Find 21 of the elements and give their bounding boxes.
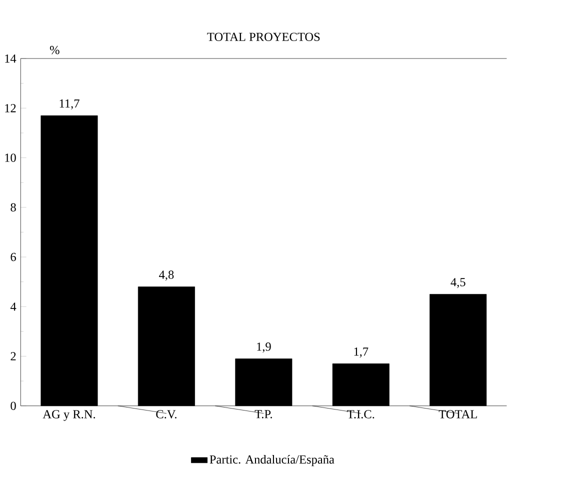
x-tick-label: T.I.C. (347, 410, 374, 419)
y-tick-label: 12 (5, 104, 16, 112)
data-label: 1,7 (354, 348, 368, 358)
data-label: 1,9 (257, 342, 271, 353)
y-tick-label: 14 (5, 54, 16, 63)
y-tick-label: 10 (5, 154, 16, 162)
legend-label: Partic. Andalucía/España (210, 455, 334, 466)
x-tick-label: AG y R.N. (42, 410, 96, 421)
y-tick-label: 2 (10, 352, 16, 360)
data-label: 4,5 (450, 278, 466, 288)
x-tick-label: TOTAL (438, 410, 477, 418)
y-tick-label: 6 (10, 252, 16, 262)
y-axis-title: % (50, 46, 60, 54)
x-tick-label: C.V. (156, 410, 176, 419)
y-tick-label: 4 (10, 302, 16, 311)
chart-title: TOTAL PROYECTOS (207, 32, 320, 42)
y-tick-label: 8 (10, 203, 16, 212)
data-label: 11,7 (60, 100, 80, 110)
x-tick-label: T.P. (254, 410, 272, 418)
data-label: 4,8 (159, 270, 174, 281)
y-tick-label: 0 (10, 402, 16, 410)
